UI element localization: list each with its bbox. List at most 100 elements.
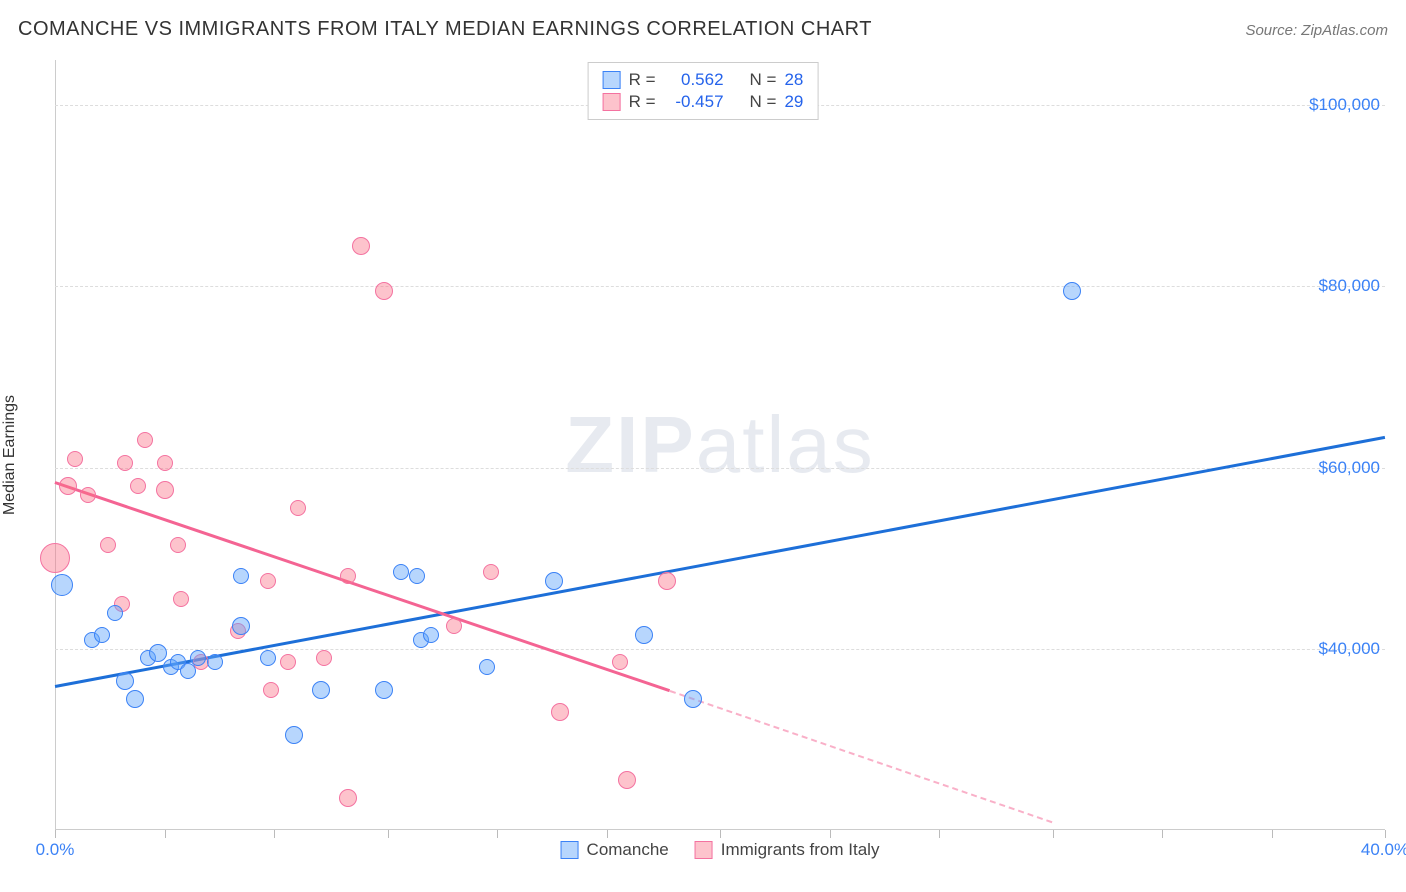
data-point-comanche: [232, 617, 250, 635]
chart-title: COMANCHE VS IMMIGRANTS FROM ITALY MEDIAN…: [18, 18, 872, 41]
trend-line-dashed: [670, 690, 1053, 823]
x-tick: [1272, 830, 1273, 838]
data-point-italy: [40, 543, 70, 573]
legend-n-value: 29: [784, 92, 803, 112]
data-point-comanche: [312, 681, 330, 699]
data-point-italy: [340, 568, 356, 584]
legend-r-label: R =: [629, 70, 656, 90]
data-point-comanche: [107, 605, 123, 621]
x-tick-label: 0.0%: [36, 840, 75, 860]
data-point-comanche: [545, 572, 563, 590]
x-tick: [388, 830, 389, 838]
data-point-italy: [100, 537, 116, 553]
data-point-comanche: [207, 654, 223, 670]
data-point-comanche: [423, 627, 439, 643]
x-tick: [165, 830, 166, 838]
data-point-italy: [67, 451, 83, 467]
data-point-comanche: [409, 568, 425, 584]
legend-r-label: R =: [629, 92, 656, 112]
data-point-italy: [157, 455, 173, 471]
y-axis-line: [55, 60, 56, 830]
legend-item-italy: Immigrants from Italy: [695, 840, 880, 860]
legend-item-comanche: Comanche: [561, 840, 669, 860]
legend-n-label: N =: [750, 92, 777, 112]
data-point-comanche: [375, 681, 393, 699]
x-tick: [830, 830, 831, 838]
data-point-italy: [290, 500, 306, 516]
y-tick-label: $80,000: [1319, 276, 1380, 296]
data-point-italy: [173, 591, 189, 607]
legend-label: Comanche: [587, 840, 669, 860]
legend-label: Immigrants from Italy: [721, 840, 880, 860]
data-point-italy: [658, 572, 676, 590]
legend-top: R = 0.562 N = 28 R = -0.457 N = 29: [588, 62, 819, 120]
data-point-comanche: [684, 690, 702, 708]
data-point-comanche: [393, 564, 409, 580]
data-point-comanche: [149, 644, 167, 662]
y-tick-label: $40,000: [1319, 639, 1380, 659]
data-point-comanche: [116, 672, 134, 690]
data-point-italy: [280, 654, 296, 670]
legend-n-label: N =: [750, 70, 777, 90]
data-point-italy: [352, 237, 370, 255]
grid-line: [55, 468, 1385, 469]
x-tick: [274, 830, 275, 838]
data-point-italy: [260, 573, 276, 589]
chart-source: Source: ZipAtlas.com: [1245, 22, 1388, 39]
y-tick-label: $100,000: [1309, 95, 1380, 115]
data-point-italy: [375, 282, 393, 300]
data-point-comanche: [1063, 282, 1081, 300]
data-point-italy: [130, 478, 146, 494]
data-point-italy: [618, 771, 636, 789]
data-point-italy: [612, 654, 628, 670]
legend-r-value: -0.457: [664, 92, 724, 112]
x-tick: [55, 830, 56, 838]
data-point-comanche: [285, 726, 303, 744]
data-point-italy: [551, 703, 569, 721]
x-tick: [1162, 830, 1163, 838]
x-tick: [1385, 830, 1386, 838]
watermark-light: atlas: [696, 400, 875, 489]
x-tick-label: 40.0%: [1361, 840, 1406, 860]
x-tick: [720, 830, 721, 838]
x-tick: [607, 830, 608, 838]
legend-n-value: 28: [784, 70, 803, 90]
grid-line: [55, 286, 1385, 287]
scatter-plot: ZIPatlas Comanche Immigrants from Italy …: [55, 60, 1385, 830]
y-tick-label: $60,000: [1319, 458, 1380, 478]
data-point-comanche: [635, 626, 653, 644]
data-point-italy: [316, 650, 332, 666]
legend-swatch-icon: [561, 841, 579, 859]
data-point-comanche: [51, 574, 73, 596]
data-point-comanche: [180, 663, 196, 679]
data-point-comanche: [479, 659, 495, 675]
data-point-italy: [446, 618, 462, 634]
data-point-italy: [170, 537, 186, 553]
data-point-italy: [137, 432, 153, 448]
data-point-italy: [263, 682, 279, 698]
data-point-italy: [59, 477, 77, 495]
legend-row-comanche: R = 0.562 N = 28: [603, 69, 804, 91]
legend-swatch-icon: [695, 841, 713, 859]
data-point-comanche: [94, 627, 110, 643]
legend-row-italy: R = -0.457 N = 29: [603, 91, 804, 113]
data-point-italy: [483, 564, 499, 580]
watermark-bold: ZIP: [565, 400, 695, 489]
watermark: ZIPatlas: [565, 399, 874, 491]
data-point-italy: [80, 487, 96, 503]
data-point-comanche: [126, 690, 144, 708]
x-tick: [939, 830, 940, 838]
data-point-italy: [117, 455, 133, 471]
data-point-comanche: [260, 650, 276, 666]
data-point-italy: [156, 481, 174, 499]
legend-r-value: 0.562: [664, 70, 724, 90]
data-point-comanche: [190, 650, 206, 666]
y-axis-label: Median Earnings: [1, 395, 19, 515]
data-point-italy: [339, 789, 357, 807]
legend-swatch-icon: [603, 93, 621, 111]
legend-bottom: Comanche Immigrants from Italy: [561, 840, 880, 860]
legend-swatch-icon: [603, 71, 621, 89]
x-tick: [1053, 830, 1054, 838]
data-point-comanche: [233, 568, 249, 584]
x-tick: [497, 830, 498, 838]
